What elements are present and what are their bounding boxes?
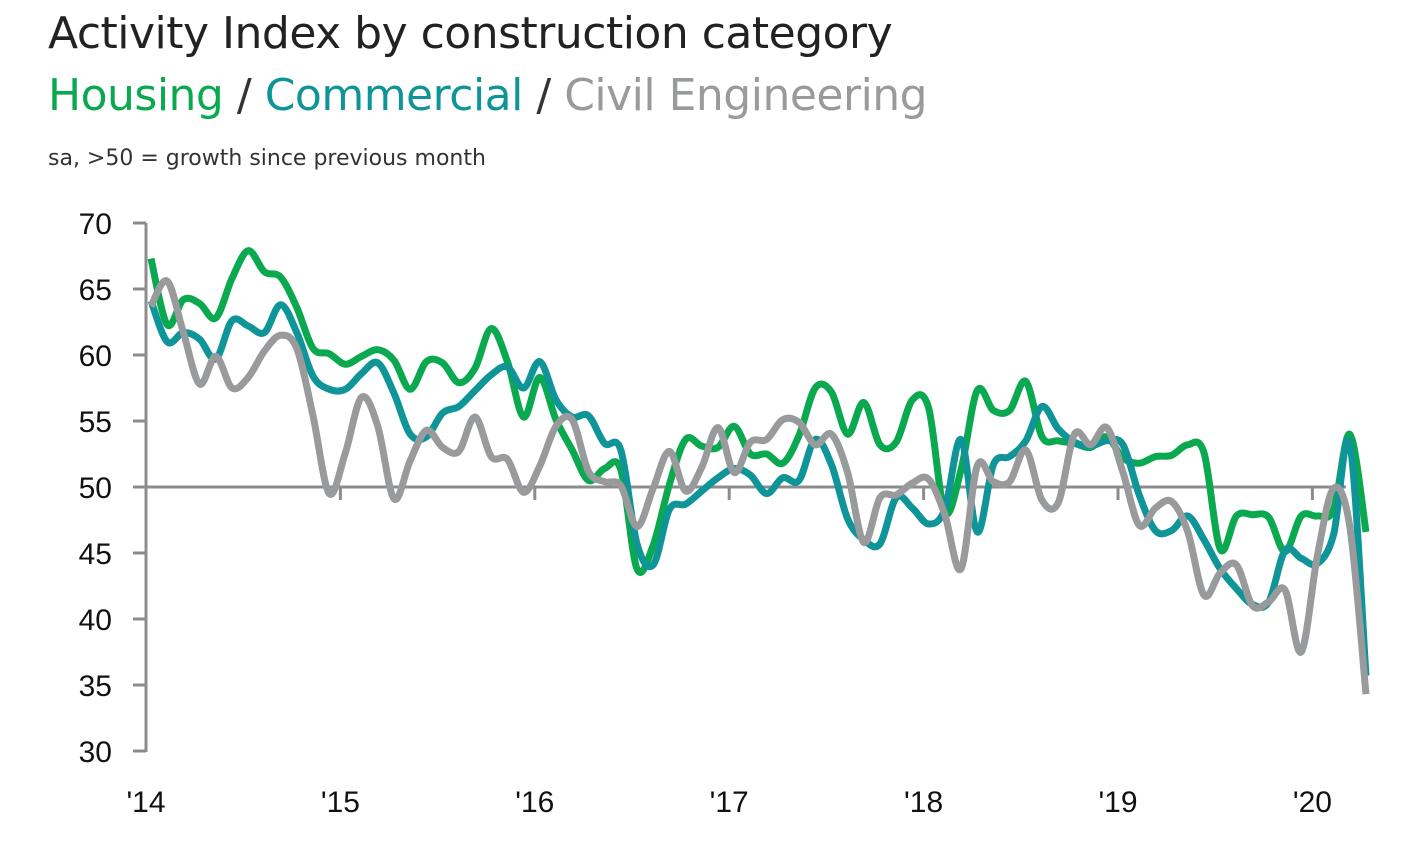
series-line-housing — [147, 247, 1370, 576]
chart-note: sa, >50 = growth since previous month — [48, 146, 486, 171]
series-line-commercial — [147, 299, 1370, 677]
y-tick-label: 65 — [79, 274, 112, 307]
x-tick-label: '14 — [126, 786, 165, 819]
x-tick-label: '17 — [710, 786, 749, 819]
x-tick-label: '19 — [1098, 786, 1137, 819]
legend-separator: / — [236, 70, 252, 121]
x-tick-label: '15 — [321, 786, 360, 819]
y-tick-label: 60 — [79, 340, 112, 373]
y-tick-label: 50 — [79, 472, 112, 505]
legend-housing: Housing — [48, 70, 224, 121]
x-tick-label: '18 — [904, 786, 943, 819]
chart-legend: Housing / Commercial / Civil Engineering — [48, 70, 928, 121]
y-tick-label: 30 — [79, 736, 112, 769]
legend-civil-engineering: Civil Engineering — [564, 70, 928, 121]
y-tick-label: 55 — [79, 406, 112, 439]
series-line-civil-engineering — [147, 277, 1370, 695]
x-tick-label: '20 — [1293, 786, 1332, 819]
chart-title: Activity Index by construction category — [48, 8, 893, 59]
y-tick-label: 40 — [79, 604, 112, 637]
legend-commercial: Commercial — [264, 70, 524, 121]
y-tick-label: 35 — [79, 670, 112, 703]
x-tick-label: '16 — [515, 786, 554, 819]
y-tick-label: 45 — [79, 538, 112, 571]
y-tick-label: 70 — [79, 208, 112, 241]
legend-separator: / — [536, 70, 551, 121]
